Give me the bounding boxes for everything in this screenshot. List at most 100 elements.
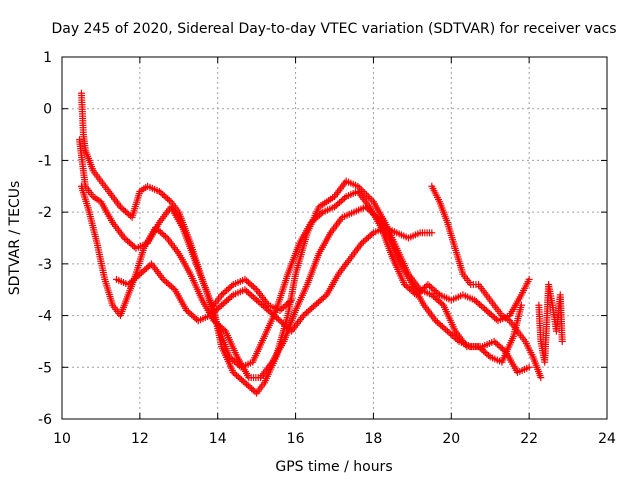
data-point-marker-interp [334, 200, 342, 208]
data-point-marker-interp [497, 343, 505, 351]
data-point-marker-interp [223, 297, 231, 305]
y-tick-label: -6 [38, 412, 52, 428]
data-point-marker-interp [481, 305, 489, 313]
data-point-marker-interp [234, 373, 242, 381]
data-point-marker-interp [365, 206, 373, 214]
y-tick-label: -4 [38, 309, 52, 325]
data-point-marker-interp [366, 194, 374, 202]
data-point-marker-interp [165, 196, 173, 204]
data-point-marker-interp [219, 289, 227, 297]
x-tick-label: 20 [442, 431, 460, 447]
data-point-marker-interp [224, 295, 232, 303]
data-point-marker-interp [309, 303, 317, 311]
y-axis-tick-labels: 1 0 -1 -2 -3 -4 -5 -6 [38, 50, 52, 428]
data-point-marker-interp [433, 295, 441, 303]
data-point-marker-interp [434, 289, 442, 297]
data-point-marker-interp [364, 193, 372, 201]
data-point-marker [517, 301, 525, 309]
data-point-marker-interp [476, 300, 484, 308]
data-point-marker-interp [143, 264, 151, 272]
data-point-marker-interp [479, 303, 487, 311]
data-point-marker-interp [139, 267, 147, 275]
data-point-marker-interp [500, 346, 508, 354]
data-point-marker-interp [189, 312, 197, 320]
data-point-marker-interp [279, 303, 287, 311]
data-point-marker-interp [315, 211, 323, 219]
data-point-marker [136, 270, 144, 278]
data-point-marker-interp [219, 300, 227, 308]
data-point-marker-interp [440, 324, 448, 332]
data-point-marker-interp [224, 285, 232, 293]
data-point-marker-interp [238, 376, 246, 384]
data-point-marker-interp [278, 318, 286, 326]
data-point-marker-interp [279, 320, 287, 328]
data-point-marker-interp [216, 303, 224, 311]
data-point-marker-interp [317, 210, 325, 218]
data-point-marker-interp [421, 283, 429, 291]
data-point-marker-interp [429, 285, 437, 293]
data-point-marker-interp [429, 292, 437, 300]
data-point-marker-interp [256, 299, 264, 307]
data-point-marker-interp [156, 228, 164, 236]
data-point-marker-interp [131, 275, 139, 283]
data-point-marker-interp [312, 214, 320, 222]
data-point-marker-interp [215, 321, 223, 329]
data-point-marker-interp [404, 283, 412, 291]
data-point-marker-interp [438, 300, 446, 308]
data-point-marker [229, 368, 237, 376]
data-point-marker-interp [220, 326, 228, 334]
data-point-marker [307, 218, 315, 226]
data-point-marker-interp [481, 349, 489, 357]
data-point-marker-interp [239, 377, 247, 385]
data-point-marker [218, 301, 226, 309]
data-point-marker-interp [314, 298, 322, 306]
data-point-marker-interp [489, 312, 497, 320]
x-tick-label: 22 [520, 431, 538, 447]
data-point-marker-interp [226, 283, 234, 291]
data-point-marker [362, 203, 370, 211]
data-point-marker-interp [480, 347, 488, 355]
data-point-marker [155, 187, 163, 195]
data-point-marker [482, 306, 490, 314]
data-point-marker [276, 317, 284, 325]
data-point-marker-interp [160, 192, 168, 200]
data-point-marker-interp [246, 290, 254, 298]
data-point-marker-interp [157, 189, 165, 197]
data-point-marker-interp [453, 336, 461, 344]
data-point-marker-interp [168, 283, 176, 291]
x-tick-label: 18 [365, 431, 383, 447]
y-tick-label: 0 [43, 102, 52, 118]
data-point-marker-interp [161, 277, 169, 285]
data-point-marker-interp [223, 286, 231, 294]
data-point-marker-interp [233, 371, 241, 379]
data-point-marker [124, 281, 132, 289]
data-point-marker-interp [437, 321, 445, 329]
data-point-marker-interp [284, 324, 292, 332]
data-point-marker-interp [249, 293, 257, 301]
data-point-marker-interp [160, 231, 168, 239]
data-point-marker-interp [246, 280, 254, 288]
data-point-marker-interp [161, 233, 169, 241]
data-point-marker-interp [419, 285, 427, 293]
data-point-marker [241, 379, 249, 387]
data-point-marker-interp [492, 339, 500, 347]
data-point-marker-interp [339, 196, 347, 204]
data-point-marker-interp [211, 318, 219, 326]
data-point-marker-interp [186, 309, 194, 317]
data-point-marker [206, 312, 214, 320]
data-point-marker-interp [133, 273, 141, 281]
series-track-4 [113, 224, 436, 335]
data-point-marker-interp [266, 308, 274, 316]
data-point-marker-interp [155, 227, 163, 235]
data-point-marker [151, 224, 159, 232]
data-point-marker-interp [153, 225, 161, 233]
data-point-marker-interp [452, 334, 460, 342]
data-point-marker-interp [433, 318, 441, 326]
data-point-marker-interp [474, 299, 482, 307]
data-point-marker-interp [188, 311, 196, 319]
data-point-marker-interp [158, 230, 166, 238]
data-point-marker-interp [310, 216, 318, 224]
data-point-marker-interp [209, 309, 217, 317]
data-point-marker-interp [271, 312, 279, 320]
